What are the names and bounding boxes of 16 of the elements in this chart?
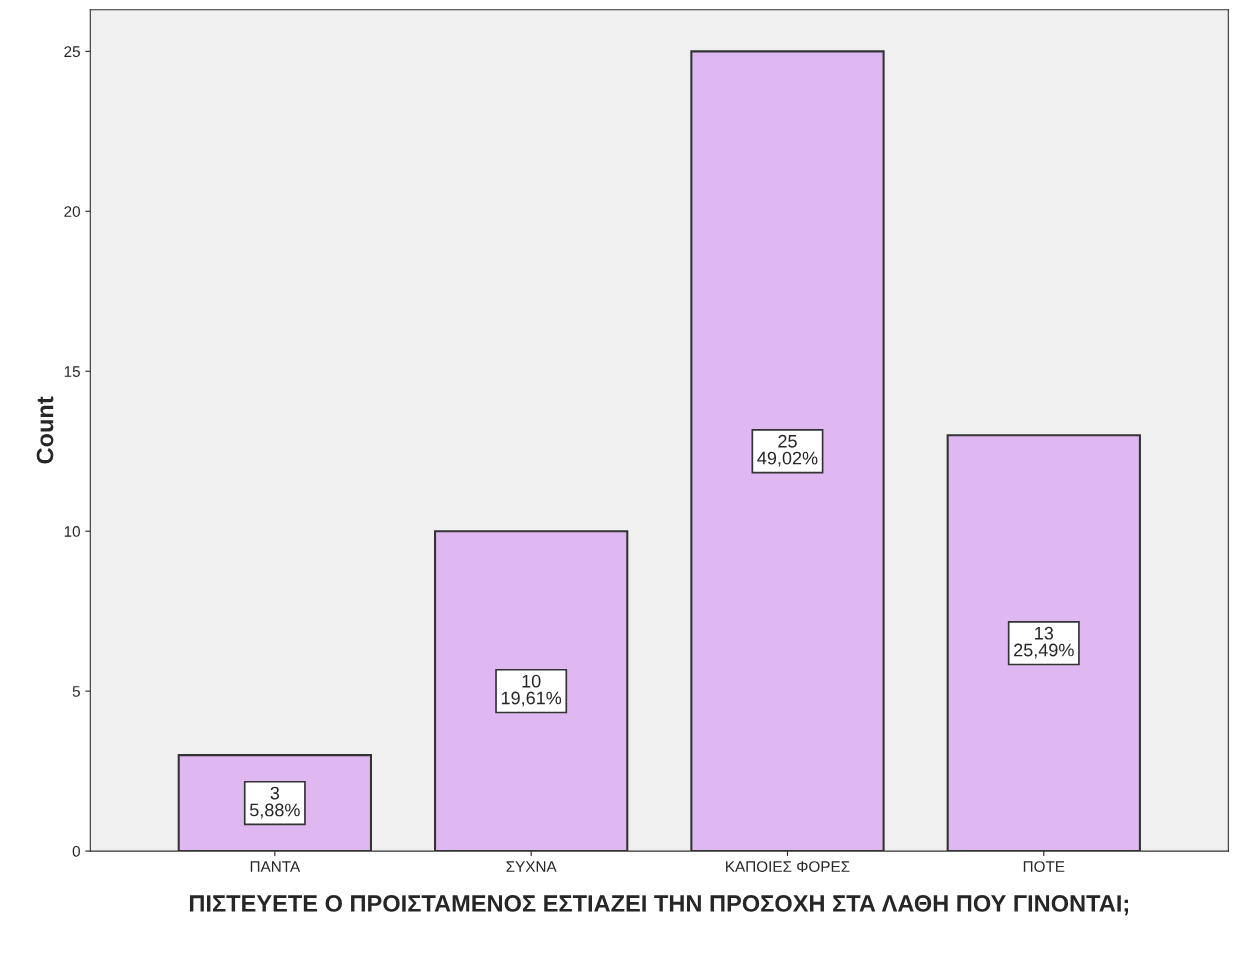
x-axis-title: ΠΙΣΤΕΥΕΤΕ Ο ΠΡΟΙΣΤΑΜΕΝΟΣ ΕΣΤΙΑΖΕΙ ΤΗΝ ΠΡΟΣΟΧΗ ΣΤΑ ΛΑΘΗ ΠΟΥ ΓΙΝΟΝΤΑΙ; (189, 895, 1128, 916)
y-axis-title: Count (36, 396, 54, 464)
y-tick-label: 15 (64, 366, 80, 377)
y-tick-label: 0 (72, 845, 80, 857)
data-label: 3 5,88% (249, 786, 300, 819)
y-tick-label: 20 (64, 206, 80, 217)
y-tick-label: 10 (64, 526, 80, 537)
x-tick-label: ΠΑΝΤΑ (250, 861, 301, 872)
x-tick-label: ΚΑΠΟΙΕΣ ΦΟΡΕΣ (726, 861, 850, 873)
data-label: 25 49,02% (757, 434, 818, 467)
y-tick-label: 5 (72, 686, 80, 697)
y-tick-label: 25 (64, 46, 80, 58)
data-label: 10 19,61% (501, 674, 562, 707)
x-tick-label: ΣΥΧΝΑ (506, 861, 557, 872)
x-tick-label: ΠΟΤΕ (1023, 861, 1065, 873)
data-label: 13 25,49% (1014, 626, 1074, 659)
